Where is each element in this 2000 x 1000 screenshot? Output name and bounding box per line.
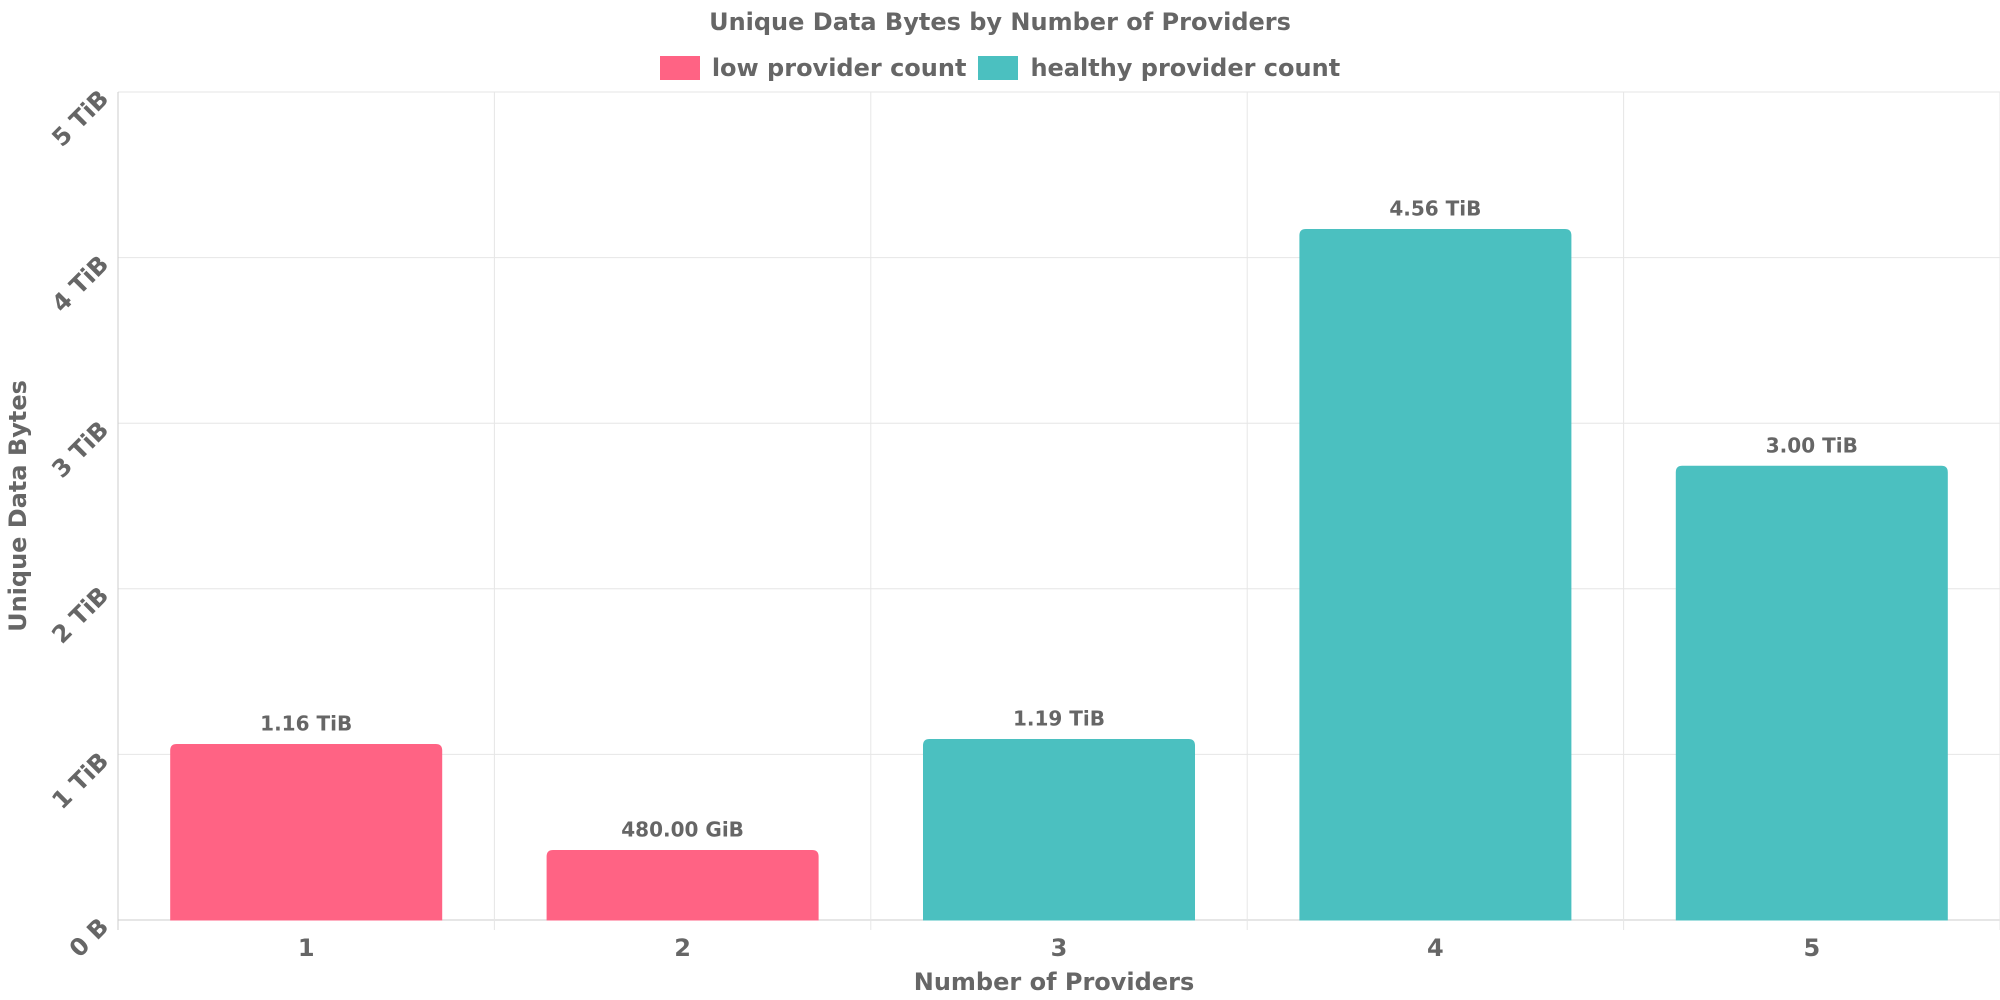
x-tick-label: 3 bbox=[1051, 934, 1068, 962]
y-tick-label: 4 TiB bbox=[46, 250, 114, 318]
bar-4[interactable] bbox=[1299, 228, 1572, 921]
bar-1[interactable] bbox=[170, 743, 443, 921]
legend-swatch-healthy bbox=[978, 56, 1019, 80]
y-tick-label: 0 B bbox=[64, 912, 114, 962]
bar-3[interactable] bbox=[922, 738, 1195, 921]
data-label-1: 1.16 TiB bbox=[260, 711, 352, 735]
legend-label-low: low provider count bbox=[711, 54, 967, 82]
y-tick-label: 3 TiB bbox=[46, 416, 114, 484]
y-tick-label: 5 TiB bbox=[46, 84, 114, 152]
bars bbox=[170, 228, 1948, 921]
bar-5[interactable] bbox=[1675, 465, 1948, 921]
y-axis-ticks: 0 B 1 TiB 2 TiB 3 TiB 4 TiB 5 TiB bbox=[46, 84, 114, 962]
x-tick-label: 5 bbox=[1803, 934, 1820, 962]
chart-legend: low provider count healthy provider coun… bbox=[0, 54, 2000, 82]
y-axis-label: Unique Data Bytes bbox=[4, 380, 32, 632]
data-labels: 1.16 TiB 480.00 GiB 1.19 TiB 4.56 TiB 3.00 T… bbox=[260, 196, 1858, 841]
data-label-3: 1.19 TiB bbox=[1013, 706, 1105, 730]
chart-title: Unique Data Bytes by Number of Providers bbox=[709, 8, 1291, 36]
data-label-2: 480.00 GiB bbox=[621, 817, 744, 841]
data-label-5: 3.00 TiB bbox=[1766, 433, 1858, 457]
data-label-4: 4.56 TiB bbox=[1389, 196, 1481, 220]
legend-item-healthy[interactable]: healthy provider count bbox=[978, 54, 1340, 82]
x-tick-label: 4 bbox=[1427, 934, 1444, 962]
bar-2[interactable] bbox=[546, 849, 819, 921]
legend-item-low[interactable]: low provider count bbox=[659, 54, 967, 82]
y-tick-label: 2 TiB bbox=[46, 581, 114, 649]
x-tick-label: 1 bbox=[298, 934, 315, 962]
x-axis-ticks: 1 2 3 4 5 bbox=[298, 934, 1820, 962]
legend-label-healthy: healthy provider count bbox=[1030, 54, 1341, 82]
x-tick-label: 2 bbox=[674, 934, 691, 962]
y-tick-label: 1 TiB bbox=[46, 747, 114, 815]
legend-swatch-low bbox=[659, 56, 700, 80]
x-axis-label: Number of Providers bbox=[914, 968, 1194, 996]
